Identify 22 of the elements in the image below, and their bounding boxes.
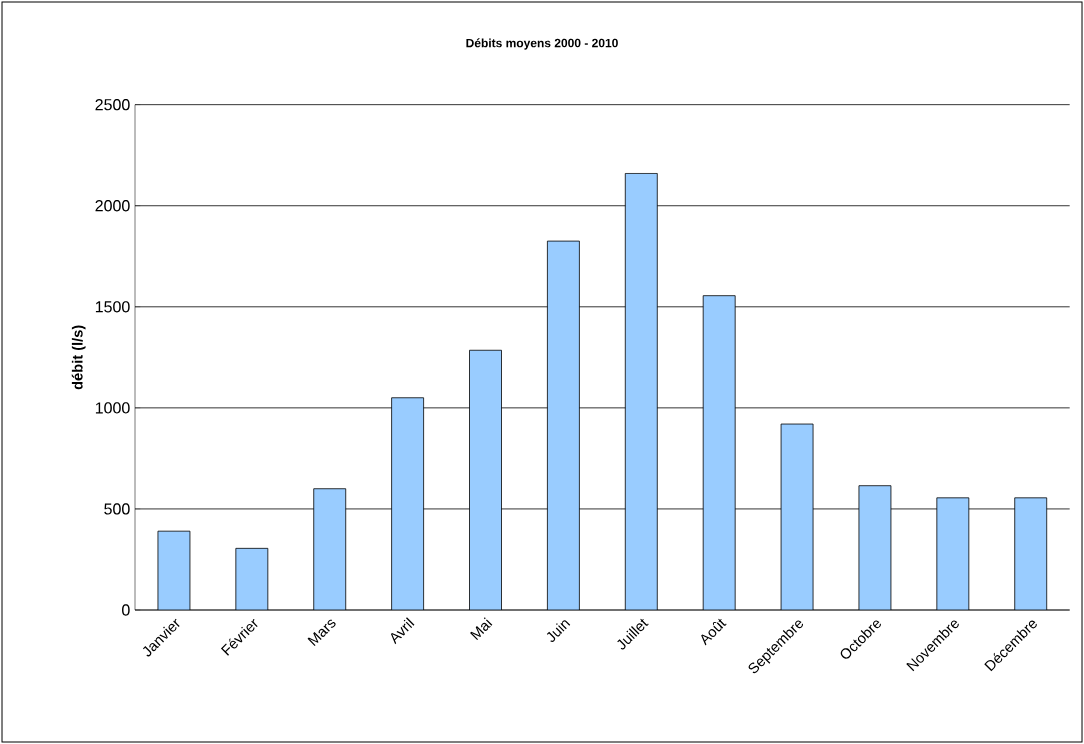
x-tick-label: Juin [546,620,571,642]
bar [469,349,502,610]
bar [936,497,970,610]
y-tick-label: 2000 [95,200,130,212]
bar [1014,497,1048,610]
bar [235,547,269,610]
bar [547,240,580,610]
chart-title: Débits moyens 2000 - 2010 [466,38,618,50]
y-tick-label: 500 [104,503,130,515]
y-axis-title: débit (l/s) [71,325,86,390]
y-tick-label: 1000 [95,402,130,414]
bar [391,397,425,610]
x-tick-label: Mai [470,617,493,641]
y-tick-label: 2500 [95,99,130,111]
bar [858,485,892,610]
bar [313,488,347,610]
bar [780,423,814,610]
y-tick-label: 1500 [95,301,130,313]
y-tick-label: 0 [122,604,130,616]
bar [157,530,191,610]
bar [624,172,658,610]
bar [702,295,736,610]
